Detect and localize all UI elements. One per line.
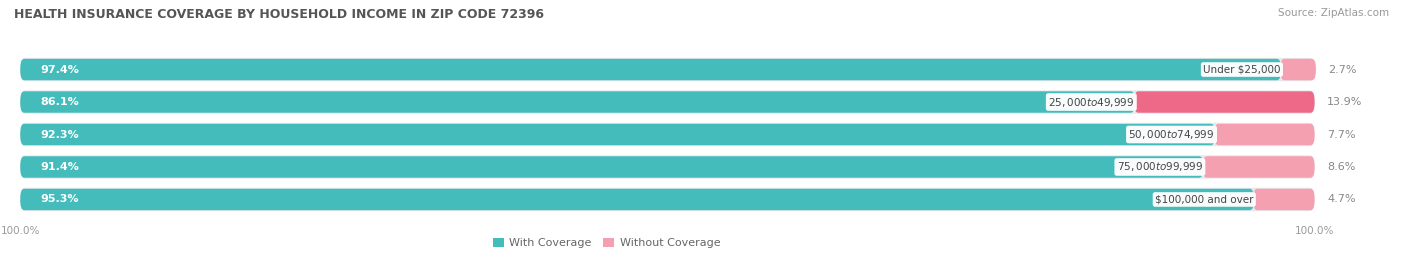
Text: HEALTH INSURANCE COVERAGE BY HOUSEHOLD INCOME IN ZIP CODE 72396: HEALTH INSURANCE COVERAGE BY HOUSEHOLD I… xyxy=(14,8,544,21)
Text: 97.4%: 97.4% xyxy=(39,65,79,75)
FancyBboxPatch shape xyxy=(20,91,1135,113)
Text: Source: ZipAtlas.com: Source: ZipAtlas.com xyxy=(1278,8,1389,18)
FancyBboxPatch shape xyxy=(1281,59,1316,80)
Text: Under $25,000: Under $25,000 xyxy=(1204,65,1281,75)
FancyBboxPatch shape xyxy=(1202,156,1315,178)
Text: $100,000 and over: $100,000 and over xyxy=(1154,194,1254,204)
Legend: With Coverage, Without Coverage: With Coverage, Without Coverage xyxy=(488,233,724,253)
FancyBboxPatch shape xyxy=(20,123,1315,146)
FancyBboxPatch shape xyxy=(20,124,1215,145)
Text: 91.4%: 91.4% xyxy=(39,162,79,172)
FancyBboxPatch shape xyxy=(20,155,1315,179)
FancyBboxPatch shape xyxy=(20,156,1204,178)
FancyBboxPatch shape xyxy=(20,58,1315,81)
FancyBboxPatch shape xyxy=(20,188,1315,211)
Text: 4.7%: 4.7% xyxy=(1327,194,1355,204)
FancyBboxPatch shape xyxy=(1215,124,1315,145)
Text: 8.6%: 8.6% xyxy=(1327,162,1355,172)
FancyBboxPatch shape xyxy=(20,189,1254,210)
Text: $25,000 to $49,999: $25,000 to $49,999 xyxy=(1047,95,1135,108)
Text: 7.7%: 7.7% xyxy=(1327,129,1355,140)
FancyBboxPatch shape xyxy=(1135,91,1315,113)
Text: 92.3%: 92.3% xyxy=(39,129,79,140)
Text: 86.1%: 86.1% xyxy=(39,97,79,107)
FancyBboxPatch shape xyxy=(20,90,1315,114)
Text: 13.9%: 13.9% xyxy=(1327,97,1362,107)
Text: 2.7%: 2.7% xyxy=(1329,65,1357,75)
Text: $50,000 to $74,999: $50,000 to $74,999 xyxy=(1129,128,1215,141)
FancyBboxPatch shape xyxy=(1253,189,1315,210)
Text: $75,000 to $99,999: $75,000 to $99,999 xyxy=(1116,161,1204,174)
Text: 95.3%: 95.3% xyxy=(39,194,79,204)
FancyBboxPatch shape xyxy=(20,59,1281,80)
